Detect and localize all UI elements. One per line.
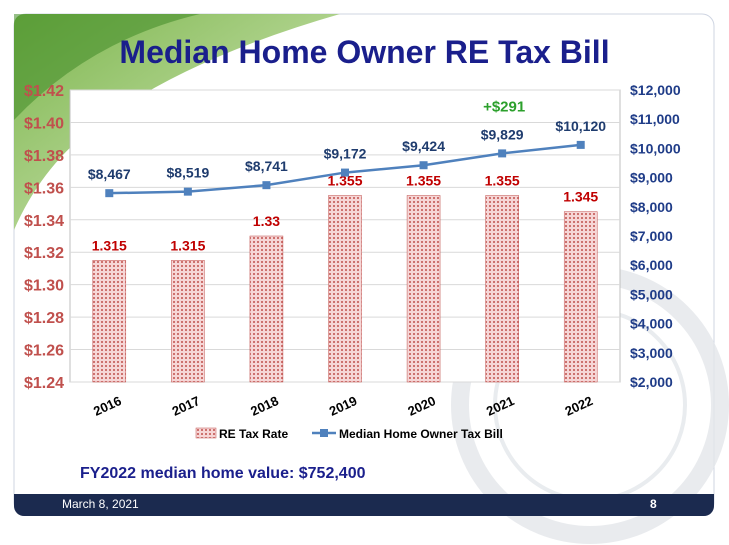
increase-annotation: +$291 xyxy=(483,98,525,115)
legend-swatch-marker xyxy=(320,429,328,437)
line-data-label: $9,172 xyxy=(324,146,367,162)
bar-data-label: 1.355 xyxy=(406,172,441,188)
legend-label-bar: RE Tax Rate xyxy=(219,427,288,441)
footer-bar xyxy=(14,494,714,516)
bar-data-label: 1.33 xyxy=(253,213,280,229)
bar-re-tax-rate xyxy=(249,235,284,383)
right-axis-tick-label: $2,000 xyxy=(630,374,673,390)
left-axis-tick-label: $1.42 xyxy=(24,83,64,100)
x-axis-tick-label: 2018 xyxy=(248,393,281,419)
left-axis-tick-label: $1.32 xyxy=(24,245,64,262)
right-axis-tick-label: $5,000 xyxy=(630,286,673,302)
bar-re-tax-rate xyxy=(406,195,441,383)
line-point xyxy=(498,149,507,158)
line-data-label: $8,741 xyxy=(245,158,288,174)
bar-data-label: 1.315 xyxy=(92,237,127,253)
right-axis-tick-label: $11,000 xyxy=(630,111,680,127)
left-axis-tick-label: $1.36 xyxy=(24,180,64,197)
legend-swatch-bar xyxy=(195,427,217,439)
right-axis-tick-label: $3,000 xyxy=(630,345,673,361)
line-point xyxy=(341,168,349,177)
line-point xyxy=(419,161,428,170)
right-axis-tick-label: $4,000 xyxy=(630,316,673,332)
median-home-value-note: FY2022 median home value: $752,400 xyxy=(80,465,366,482)
line-point xyxy=(183,187,192,196)
footer-date: March 8, 2021 xyxy=(62,497,139,511)
legend-label-line: Median Home Owner Tax Bill xyxy=(339,427,503,441)
left-axis-tick-label: $1.38 xyxy=(24,148,64,165)
page-number: 8 xyxy=(650,497,657,511)
right-axis-tick-label: $9,000 xyxy=(630,170,673,186)
left-axis-tick-label: $1.34 xyxy=(24,213,64,230)
x-axis-tick-label: 2021 xyxy=(484,393,517,419)
left-axis-tick-label: $1.26 xyxy=(24,343,64,360)
x-axis-tick-label: 2016 xyxy=(91,393,124,419)
bar-data-label: 1.355 xyxy=(327,172,362,188)
bar-re-tax-rate xyxy=(563,211,598,383)
left-axis-tick-label: $1.30 xyxy=(24,278,64,295)
line-point xyxy=(262,181,271,190)
right-axis-tick-label: $10,000 xyxy=(630,140,681,156)
x-axis-tick-label: 2017 xyxy=(170,393,203,419)
right-axis-tick-label: $7,000 xyxy=(630,228,673,244)
right-axis-tick-label: $8,000 xyxy=(630,199,673,215)
line-data-label: $10,120 xyxy=(555,118,606,134)
line-data-label: $8,467 xyxy=(88,166,131,182)
line-point xyxy=(576,140,585,149)
line-data-label: $9,829 xyxy=(481,126,524,142)
line-point xyxy=(105,189,114,198)
bar-data-label: 1.355 xyxy=(485,172,520,188)
bar-re-tax-rate xyxy=(328,195,362,383)
x-axis-tick-label: 2022 xyxy=(563,393,596,419)
left-axis-tick-label: $1.40 xyxy=(24,115,64,132)
left-axis-tick-label: $1.24 xyxy=(24,375,64,392)
bar-re-tax-rate xyxy=(92,260,127,383)
right-axis-tick-label: $6,000 xyxy=(630,257,673,273)
right-axis-tick-label: $12,000 xyxy=(630,82,681,98)
line-data-label: $8,519 xyxy=(166,165,209,181)
bar-re-tax-rate xyxy=(485,195,519,383)
bar-data-label: 1.315 xyxy=(170,237,205,253)
x-axis-tick-label: 2020 xyxy=(405,393,438,419)
left-axis-tick-label: $1.28 xyxy=(24,310,64,327)
bar-re-tax-rate xyxy=(171,260,205,383)
line-data-label: $9,424 xyxy=(402,138,445,154)
page-title: Median Home Owner RE Tax Bill xyxy=(119,34,610,70)
bar-data-label: 1.345 xyxy=(563,189,598,205)
x-axis-tick-label: 2019 xyxy=(327,393,360,419)
